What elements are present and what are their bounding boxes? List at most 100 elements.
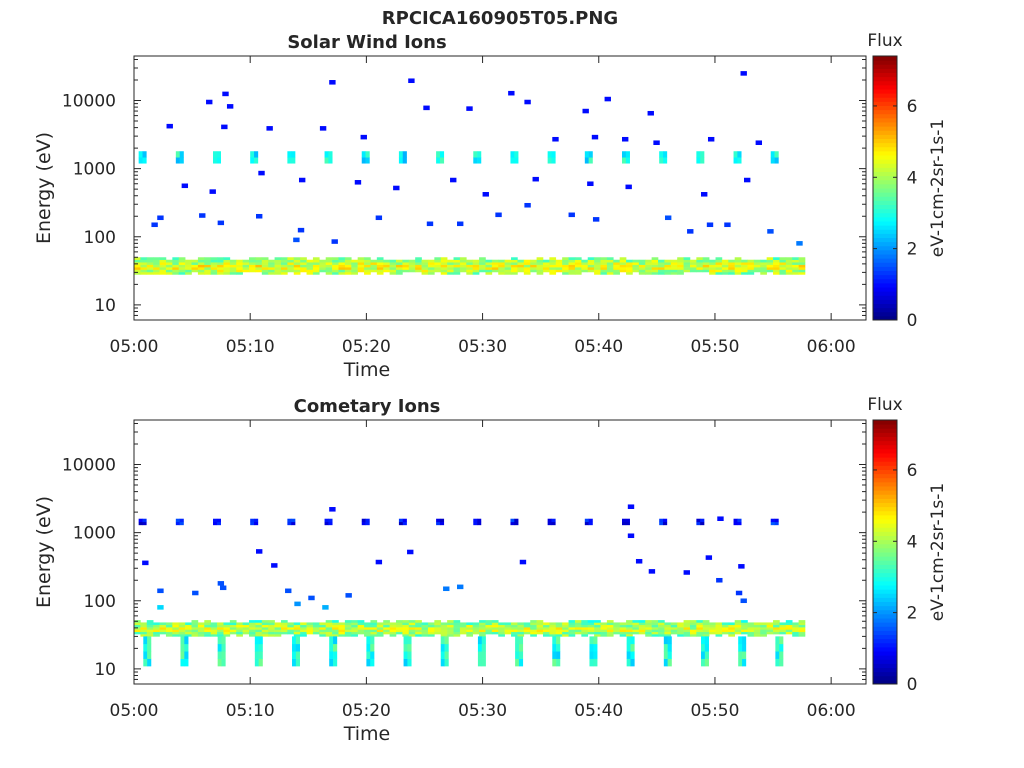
data-point [308,595,315,601]
band-cell [287,624,295,628]
band-cell [140,267,148,270]
band-cell [204,629,211,633]
band-cell [613,629,620,633]
band-cell [261,269,269,273]
periodic-cell [510,151,515,158]
band-cell [249,631,256,635]
band-cell [619,634,627,637]
periodic-cell [774,157,779,164]
colorbar-segment [873,126,897,131]
periodic-cell [370,658,375,667]
band-cell [427,624,435,628]
colorbar-segment [873,589,897,594]
colorbar-segment [873,89,897,94]
band-cell [165,624,173,628]
data-point [683,570,690,575]
periodic-cell [625,518,630,523]
band-cell [364,634,371,637]
band-cell [185,267,192,270]
band-cell [249,259,256,263]
periodic-cell [402,521,407,526]
band-cell [402,624,410,628]
band-cell [268,629,275,633]
band-cell [479,622,486,626]
periodic-cell [292,643,297,652]
band-cell [165,264,173,268]
band-cell [236,262,243,265]
band-cell [440,269,448,273]
band-cell [600,271,608,275]
periodic-cell [402,518,407,523]
band-cell [702,629,710,633]
periodic-cell [138,521,143,526]
band-cell [542,622,550,626]
band-cell [651,271,659,275]
band-cell [210,634,218,637]
band-cell [389,267,397,270]
band-cell [562,269,569,273]
colorbar-segment [873,498,897,503]
data-point [457,584,464,590]
colorbar-segment [873,241,897,247]
band-cell [325,624,333,628]
band-cell [191,262,199,265]
band-cell [696,262,704,265]
band-cell [319,262,327,265]
panel-title: Cometary Ions [294,396,441,417]
band-cell [670,264,678,268]
colorbar-segment [873,659,897,664]
band-cell [191,634,199,637]
data-point [166,123,173,129]
periodic-cell [659,518,664,523]
periodic-cell [142,157,147,164]
colorbar-tick-label: 2 [907,240,918,260]
band-cell [696,259,704,263]
band-cell [280,262,288,265]
periodic-cell [477,643,483,652]
spectrogram-cells [134,504,806,667]
band-cell [280,629,288,633]
band-cell [619,629,627,633]
periodic-cell [258,658,263,667]
band-cell [530,627,537,630]
colorbar-segment [873,618,897,623]
band-cell [766,629,774,633]
periodic-cell [593,658,598,667]
band-cell [568,269,576,273]
band-cell [357,624,365,628]
band-cell [236,269,243,273]
periodic-cell [147,643,152,652]
band-cell [459,257,467,261]
band-cell [530,267,537,270]
x-tick-label: 05:30 [458,337,507,357]
band-cell [517,264,525,268]
periodic-cell [213,157,218,164]
band-cell [134,267,141,270]
band-cell [741,264,748,268]
band-cell [600,267,608,270]
periodic-cell [659,157,664,164]
band-cell [274,627,282,630]
periodic-cell [180,658,185,667]
periodic-cell [365,518,370,523]
band-cell [185,629,192,633]
cometary-ions-panel: 05:00 05:10 05:20 05:30 05:40 05:50 06:0010100… [33,395,948,745]
periodic-cell [584,521,589,526]
periodic-cell [663,151,668,158]
periodic-cell [700,521,705,526]
band-cell [683,622,691,626]
band-cell [172,624,180,628]
periodic-cell [292,658,297,667]
data-point [587,181,594,187]
band-cell [370,267,378,270]
band-cell [677,624,684,628]
band-cell [134,624,141,628]
band-cell [440,262,448,265]
band-cell [306,264,314,268]
band-cell [312,271,320,275]
band-cell [344,629,352,633]
periodic-cell [510,518,515,523]
band-cell [351,262,358,265]
band-cell [574,631,582,635]
